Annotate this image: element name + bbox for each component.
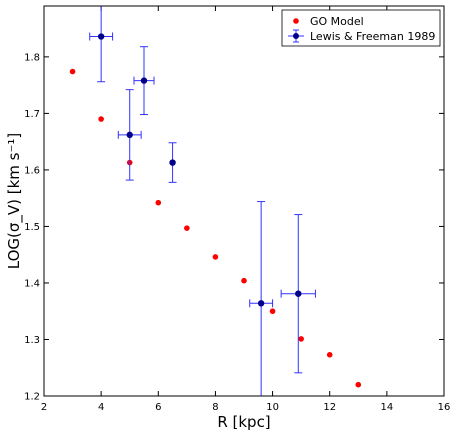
observation-marker <box>97 33 105 40</box>
observation-point <box>249 201 274 396</box>
model-point <box>184 225 190 231</box>
observation-marker <box>140 77 148 84</box>
observation-marker <box>295 290 302 297</box>
y-tick-label: 1.5 <box>24 222 40 233</box>
model-point <box>355 381 362 388</box>
model-point <box>241 277 247 284</box>
observation-point <box>89 6 114 83</box>
x-tick-label: 12 <box>323 402 336 413</box>
legend-model-label: GO Model <box>310 15 364 28</box>
x-tick-label: 10 <box>266 402 279 413</box>
observation-point <box>280 214 316 374</box>
model-point <box>212 254 219 260</box>
y-tick-label: 1.4 <box>24 278 40 289</box>
model-point <box>155 199 162 206</box>
plot-frame <box>43 5 445 397</box>
legend-obs-label: Lewis & Freeman 1989 <box>310 30 435 43</box>
x-tick-label: 14 <box>380 402 393 413</box>
x-tick-label: 4 <box>98 402 104 413</box>
plot-area <box>44 6 444 396</box>
y-tick-label: 1.8 <box>24 52 40 63</box>
x-axis-title: R [kpc] <box>217 413 270 431</box>
observation-marker <box>169 159 176 166</box>
model-point <box>326 351 333 358</box>
observation-point <box>168 142 177 183</box>
model-point <box>269 308 276 315</box>
y-tick-label: 1.6 <box>24 165 40 176</box>
x-tick-label: 6 <box>155 402 161 413</box>
y-tick-label: 1.2 <box>24 392 40 403</box>
legend-obs-marker <box>293 33 299 39</box>
y-axis-title: LOG(σ_V) [km s⁻¹] <box>5 133 24 270</box>
x-tick-label: 8 <box>212 402 218 413</box>
tick-labels: 2 4 6 8 10 12 14 16 1.2 1.3 1.4 1.5 1.6 1.7 1.8 <box>24 52 450 413</box>
observation-marker <box>126 131 133 139</box>
model-point <box>69 68 76 75</box>
y-tick-label: 1.3 <box>24 335 40 346</box>
legend: GO Model Lewis & Freeman 1989 <box>281 9 441 47</box>
observation-marker <box>257 300 265 307</box>
model-point <box>298 336 304 342</box>
legend-model-marker <box>293 18 299 24</box>
model-point <box>98 116 104 122</box>
legend-box <box>281 9 441 47</box>
x-tick-label: 2 <box>41 402 47 413</box>
observation-point <box>117 89 142 181</box>
data-layer <box>69 6 362 396</box>
x-tick-label: 16 <box>438 402 451 413</box>
observation-point <box>133 46 155 116</box>
y-tick-label: 1.7 <box>24 109 40 120</box>
